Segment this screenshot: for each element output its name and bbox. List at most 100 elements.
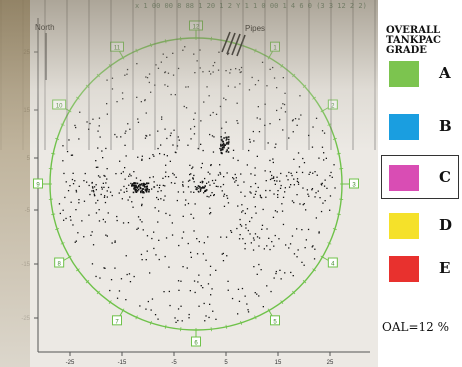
emission-point xyxy=(222,183,225,186)
emission-point xyxy=(153,181,155,183)
emission-point xyxy=(280,278,282,280)
emission-point xyxy=(149,134,151,136)
emission-point xyxy=(192,217,195,219)
emission-point xyxy=(226,172,228,174)
emission-point xyxy=(249,233,251,235)
emission-point xyxy=(273,277,275,279)
emission-point xyxy=(194,291,196,294)
emission-point xyxy=(210,73,212,75)
sensor-box xyxy=(112,315,122,326)
emission-point xyxy=(256,236,259,238)
emission-point xyxy=(194,186,196,188)
emission-cluster-point xyxy=(199,189,202,191)
emission-point xyxy=(104,175,106,177)
emission-point xyxy=(159,153,161,155)
emission-point xyxy=(303,203,305,205)
emission-point xyxy=(237,313,239,315)
emission-point xyxy=(185,199,187,201)
emission-point xyxy=(129,281,132,283)
emission-cluster-point xyxy=(135,185,137,187)
emission-point xyxy=(315,117,318,119)
emission-point xyxy=(199,67,201,69)
emission-point xyxy=(277,194,279,196)
emission-point xyxy=(201,162,203,165)
emission-point xyxy=(206,195,208,198)
emission-point xyxy=(116,219,118,222)
emission-point xyxy=(296,171,298,173)
emission-cluster-point xyxy=(223,146,225,149)
emission-point xyxy=(209,213,211,215)
emission-point xyxy=(239,223,242,226)
emission-point xyxy=(284,92,286,94)
emission-point xyxy=(267,142,269,144)
emission-point xyxy=(111,194,113,197)
emission-point xyxy=(246,164,248,166)
emission-point xyxy=(231,297,234,300)
emission-point xyxy=(83,236,85,238)
emission-point xyxy=(312,126,314,128)
emission-point xyxy=(161,118,163,120)
emission-point xyxy=(84,172,86,175)
emission-point xyxy=(162,184,164,187)
sensor-label: 6 xyxy=(194,341,198,347)
emission-point xyxy=(279,180,281,182)
emission-point xyxy=(141,159,143,161)
emission-cluster-point xyxy=(220,136,222,138)
emission-point xyxy=(136,63,138,65)
emission-point xyxy=(331,176,333,178)
emission-point xyxy=(319,197,321,199)
emission-point xyxy=(200,120,202,122)
emission-point xyxy=(188,317,190,319)
emission-point xyxy=(127,222,130,224)
emission-point xyxy=(326,187,328,189)
emission-point xyxy=(103,267,105,269)
emission-point xyxy=(209,173,211,175)
emission-point xyxy=(254,233,257,235)
emission-point xyxy=(198,187,200,189)
emission-point xyxy=(244,248,246,250)
emission-point xyxy=(246,303,248,305)
emission-point xyxy=(215,318,217,320)
emission-point xyxy=(251,217,253,219)
emission-point xyxy=(274,146,276,149)
emission-point xyxy=(190,173,192,175)
emission-point xyxy=(144,137,147,139)
emission-point xyxy=(318,231,320,233)
emission-cluster-point xyxy=(196,186,198,189)
emission-point xyxy=(244,195,246,197)
emission-point xyxy=(127,123,129,125)
emission-point xyxy=(109,191,112,193)
emission-point xyxy=(172,52,174,54)
emission-point xyxy=(106,178,108,180)
emission-cluster-point xyxy=(200,187,202,189)
emission-point xyxy=(199,190,202,192)
emission-point xyxy=(193,230,195,232)
emission-point xyxy=(162,177,164,179)
emission-cluster-point xyxy=(135,189,138,191)
emission-point xyxy=(147,300,149,303)
emission-point xyxy=(75,189,77,192)
emission-cluster-point xyxy=(134,182,137,184)
emission-point xyxy=(92,187,94,189)
emission-point xyxy=(189,173,191,176)
emission-point xyxy=(203,101,205,103)
emission-point xyxy=(158,187,160,189)
emission-point xyxy=(98,209,100,211)
emission-point xyxy=(283,103,286,106)
emission-point xyxy=(271,177,273,180)
emission-point xyxy=(164,128,166,130)
emission-point xyxy=(237,205,239,207)
emission-point xyxy=(65,181,67,183)
ring-tick xyxy=(51,213,56,216)
emission-point xyxy=(124,144,126,146)
emission-point xyxy=(92,189,95,192)
emission-point xyxy=(206,86,208,88)
emission-point xyxy=(105,147,107,150)
emission-point xyxy=(323,185,326,187)
emission-point xyxy=(91,231,93,233)
emission-point xyxy=(109,289,111,292)
emission-point xyxy=(232,149,235,151)
emission-point xyxy=(211,135,214,137)
emission-point xyxy=(234,181,236,183)
legend-title-line: TANKPAC xyxy=(386,35,441,46)
